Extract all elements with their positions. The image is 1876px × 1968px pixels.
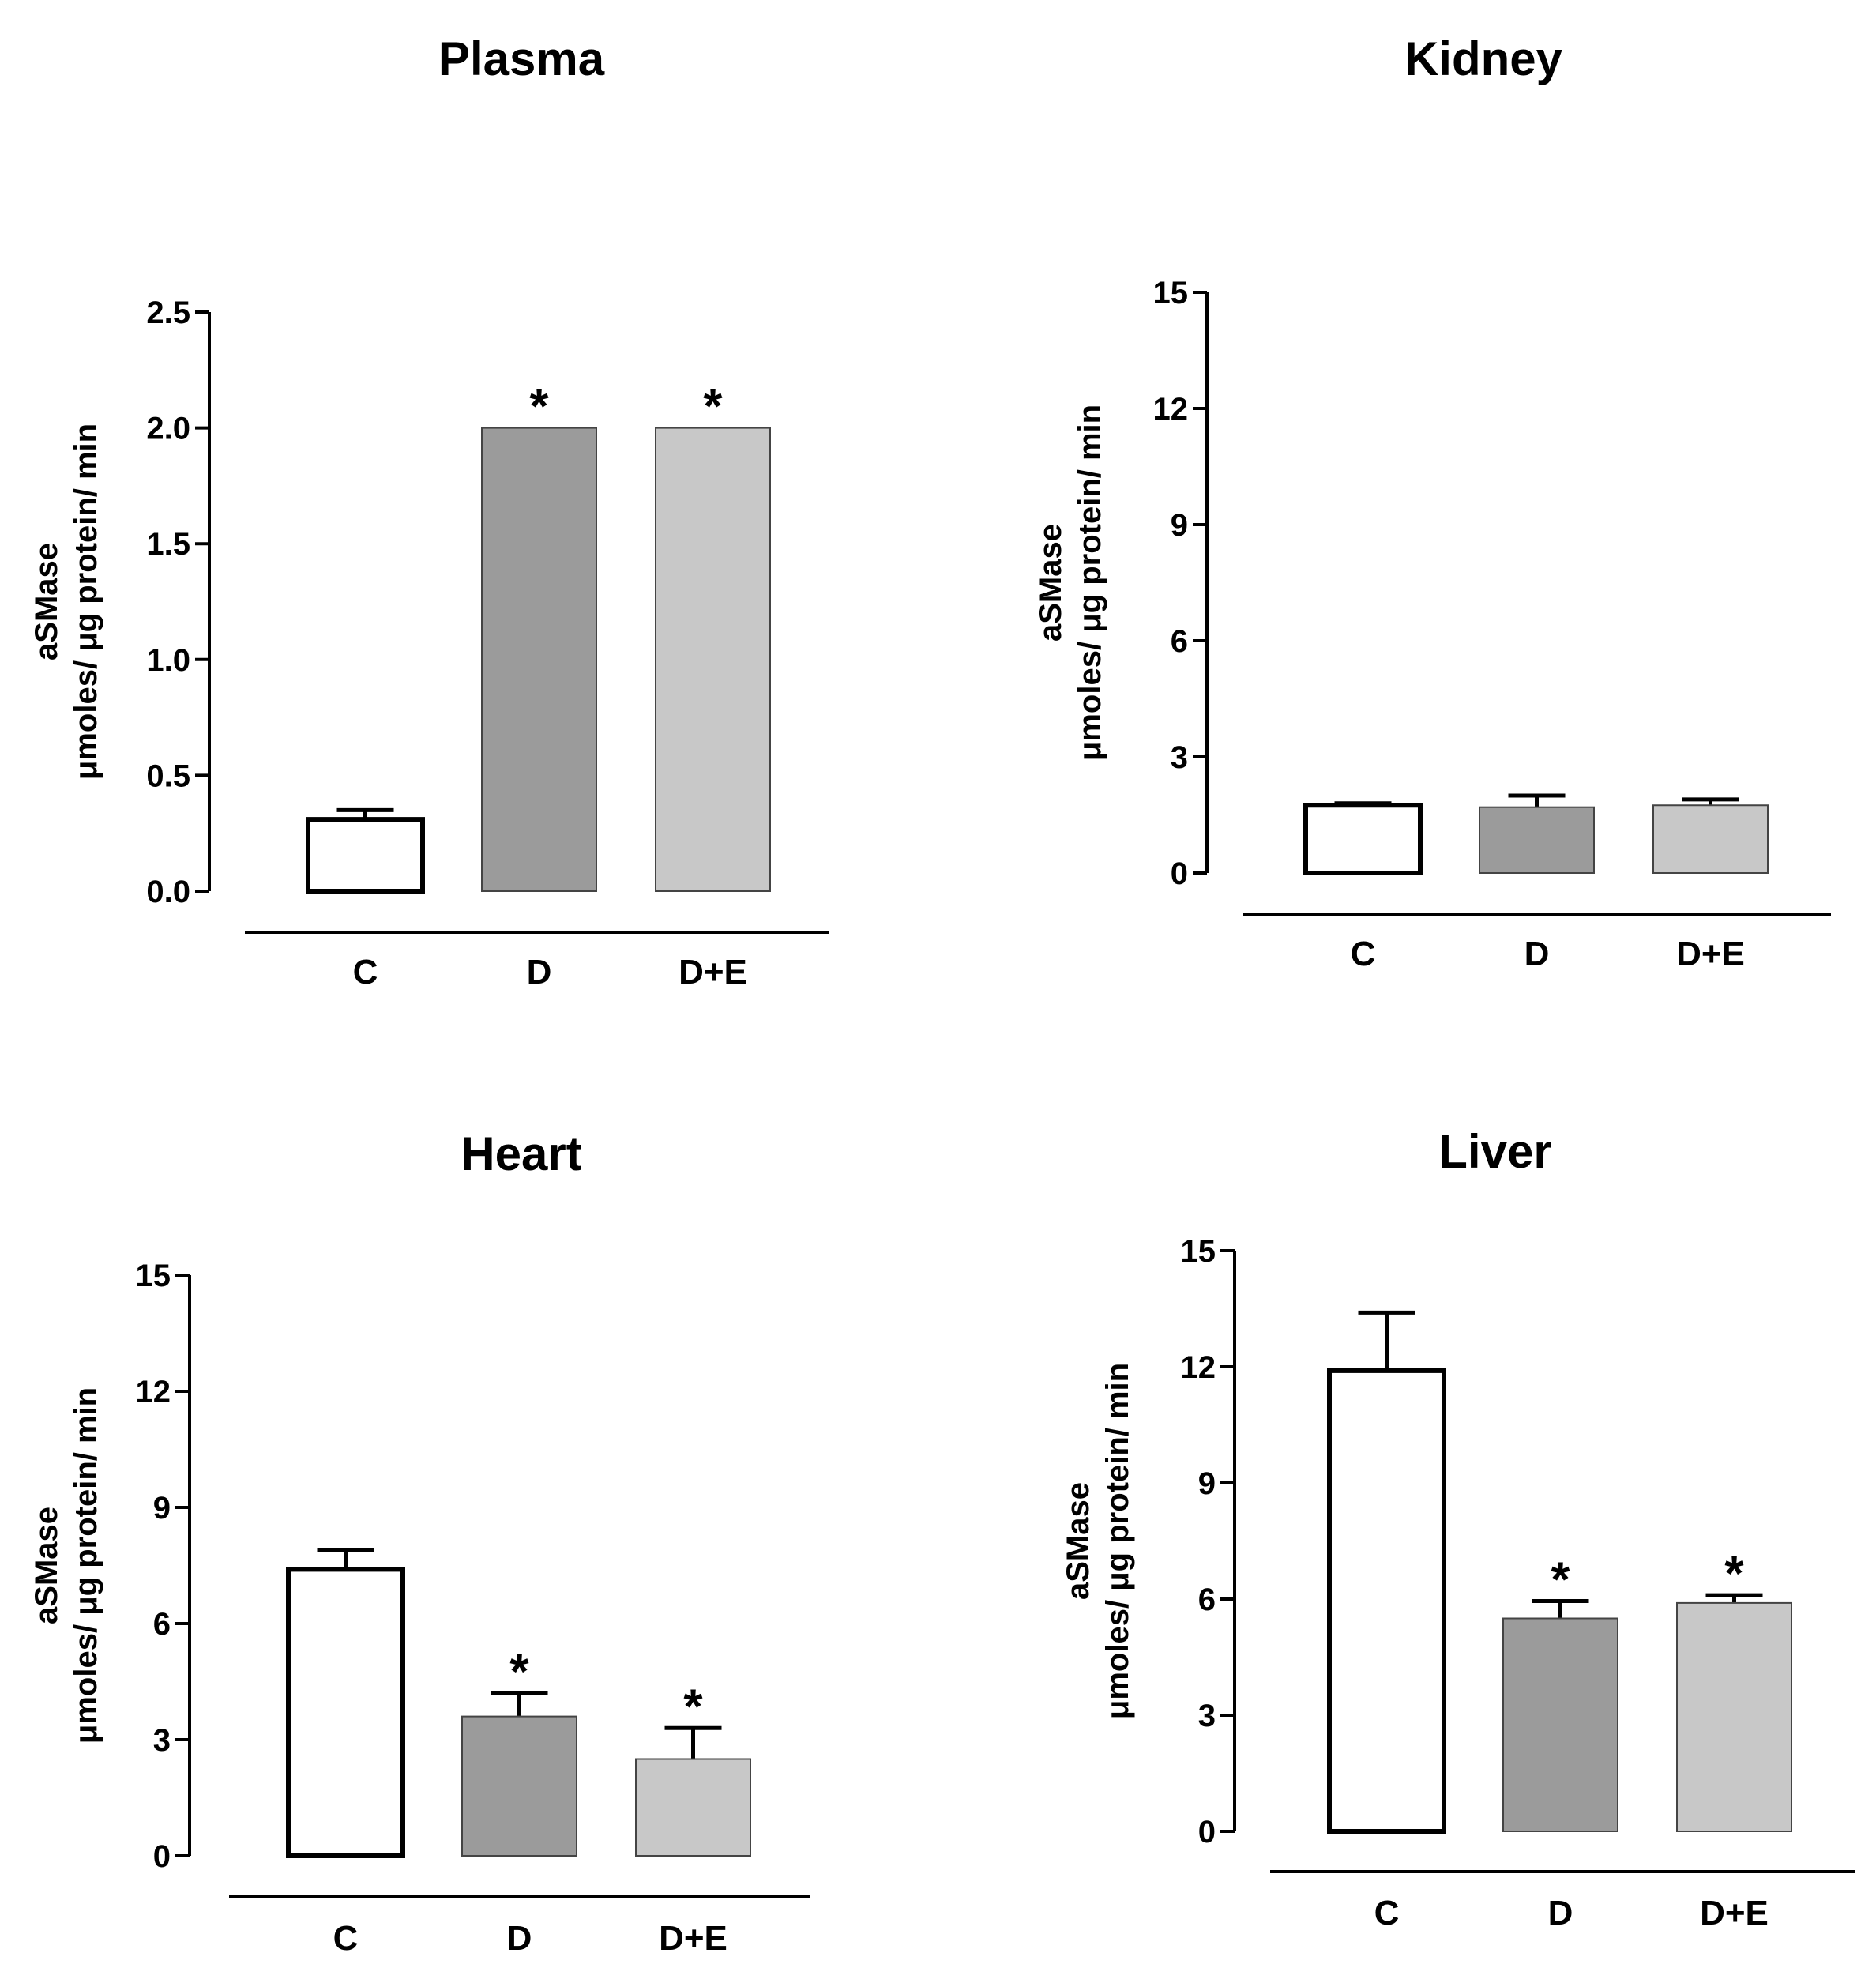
y-tick-label: 9 <box>1198 1466 1216 1501</box>
category-label: D <box>1524 935 1550 973</box>
y-tick-label: 6 <box>153 1607 171 1642</box>
y-tick-label: 1.0 <box>146 643 190 678</box>
category-label: C <box>1351 935 1376 973</box>
y-axis-label: aSMase <box>29 543 64 660</box>
y-tick-label: 9 <box>153 1491 171 1526</box>
significance-mark: * <box>703 380 723 435</box>
chart-panel-plasma: Plasma 0.0 0.5 1.0 1.5 2.0 2.5 aSMase μmoles/ μg… <box>0 0 938 984</box>
y-tick-label: 15 <box>1181 1234 1216 1269</box>
chart-title: Heart <box>461 1127 581 1180</box>
bar-plasma-d+e <box>655 427 771 892</box>
category-label: D+E <box>679 953 747 984</box>
bar-heart-d+e <box>635 1758 751 1857</box>
category-label: D+E <box>1700 1894 1769 1932</box>
y-tick-label: 0 <box>1198 1815 1216 1849</box>
y-tick-label: 15 <box>136 1259 171 1293</box>
y-tick-label: 2.0 <box>146 412 190 446</box>
y-tick-label: 12 <box>136 1375 171 1409</box>
y-tick-label: 12 <box>1153 392 1189 427</box>
y-tick-label: 6 <box>1171 624 1188 659</box>
y-tick-label: 0.0 <box>146 875 190 909</box>
bar-kidney-d+e <box>1652 804 1769 874</box>
category-label: D <box>1548 1894 1573 1932</box>
category-label: D+E <box>659 1919 727 1958</box>
significance-mark: * <box>509 1645 529 1699</box>
category-label: C <box>1374 1894 1400 1932</box>
bar-plasma-c <box>306 817 425 894</box>
chart-panel-liver: Liver 0 3 6 9 12 15 aSMase μmoles/ μg protein/ m… <box>938 984 1876 1968</box>
y-tick-label: 6 <box>1198 1582 1216 1617</box>
bar-kidney-c <box>1303 803 1423 875</box>
chart-panel-kidney: Kidney 0 3 6 9 12 15 aSMase μmoles/ μg protein/ … <box>938 0 1876 984</box>
significance-mark: * <box>529 380 549 435</box>
category-label: D+E <box>1676 935 1745 973</box>
y-tick-label: 2.5 <box>146 295 190 330</box>
y-tick-label: 12 <box>1181 1350 1216 1385</box>
chart-title: Plasma <box>438 32 605 85</box>
y-axis-label: aSMase <box>29 1507 64 1624</box>
chart-title: Liver <box>1438 1125 1551 1178</box>
chart-plasma: Plasma 0.0 0.5 1.0 1.5 2.0 2.5 aSMase μmoles/ μg… <box>29 32 829 984</box>
y-tick-label: 15 <box>1153 276 1189 310</box>
significance-mark: * <box>683 1680 703 1734</box>
significance-mark: * <box>1724 1547 1744 1601</box>
y-axis-unit-label: μmoles/ μg protein/ min <box>1100 1363 1135 1719</box>
y-tick-label: 0 <box>153 1839 171 1874</box>
bar-plasma-d <box>481 427 597 892</box>
category-label: C <box>353 953 378 984</box>
chart-kidney: Kidney 0 3 6 9 12 15 aSMase μmoles/ μg protein/ … <box>1033 32 1831 973</box>
bar-liver-c <box>1327 1368 1446 1834</box>
y-axis-unit-label: μmoles/ μg protein/ min <box>69 423 103 780</box>
category-label: C <box>333 1919 359 1958</box>
y-tick-label: 3 <box>1198 1699 1216 1733</box>
significance-mark: * <box>1551 1552 1570 1607</box>
y-axis-label: aSMase <box>1033 524 1068 642</box>
bar-liver-d <box>1502 1617 1618 1832</box>
y-tick-label: 1.5 <box>146 527 190 562</box>
y-tick-label: 0.5 <box>146 758 190 793</box>
chart-heart: Heart 0 3 6 9 12 15 aSMase μmoles/ μg protein/ m… <box>29 1127 810 1958</box>
y-axis-unit-label: μmoles/ μg protein/ min <box>1073 405 1107 761</box>
y-axis-label: aSMase <box>1061 1482 1096 1600</box>
y-axis-unit-label: μmoles/ μg protein/ min <box>69 1387 103 1744</box>
bar-kidney-d <box>1479 806 1595 875</box>
y-tick-label: 9 <box>1171 508 1188 543</box>
bar-heart-c <box>286 1567 405 1859</box>
y-tick-label: 3 <box>153 1723 171 1758</box>
bar-heart-d <box>461 1715 577 1857</box>
chart-panel-heart: Heart 0 3 6 9 12 15 aSMase μmoles/ μg protein/ m… <box>0 984 938 1968</box>
y-tick-label: 0 <box>1171 856 1188 891</box>
category-label: D <box>507 1919 532 1958</box>
bar-liver-d+e <box>1676 1601 1792 1833</box>
category-label: D <box>527 953 552 984</box>
chart-title: Kidney <box>1404 32 1563 85</box>
y-tick-label: 3 <box>1171 740 1188 775</box>
chart-liver: Liver 0 3 6 9 12 15 aSMase μmoles/ μg protein/ m… <box>1061 1125 1855 1932</box>
